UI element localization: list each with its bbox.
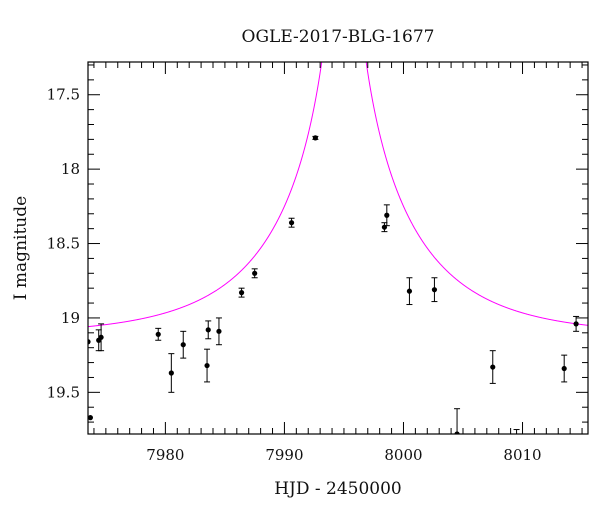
point-marker [573, 321, 579, 327]
point-marker [88, 339, 91, 345]
data-point [489, 350, 496, 384]
point-marker [180, 342, 186, 348]
point-marker [238, 290, 245, 296]
point-marker [406, 288, 413, 294]
plot-frame [87, 61, 589, 435]
data-point [383, 204, 390, 227]
data-point [238, 287, 245, 298]
point-marker [204, 362, 210, 369]
data-point [88, 339, 91, 345]
y-axis-label: I magnitude [11, 196, 31, 300]
model-curve [88, 62, 588, 328]
point-marker [514, 434, 519, 439]
data-point [513, 429, 520, 439]
y-tick-label: 18.5 [47, 235, 80, 253]
point-marker [252, 270, 258, 276]
y-tick-label: 17.5 [47, 86, 80, 104]
data-point [88, 415, 93, 421]
data-point [454, 408, 461, 434]
point-marker [98, 334, 104, 340]
x-axis-label: HJD - 2450000 [274, 479, 402, 499]
y-tick-label: 19.5 [47, 383, 80, 401]
y-tick-label: 19 [61, 309, 80, 327]
point-marker [561, 365, 567, 372]
data-point [406, 277, 413, 306]
data-points-layer [88, 135, 580, 439]
x-tick-label: 8000 [384, 446, 422, 464]
x-tick-label: 8010 [503, 446, 541, 464]
x-tick-label: 7980 [146, 446, 184, 464]
data-point [251, 268, 258, 279]
y-tick-label: 18 [61, 160, 80, 178]
data-point [204, 348, 211, 383]
data-point [561, 354, 568, 383]
point-marker [216, 328, 222, 334]
point-marker [312, 135, 318, 141]
data-point [312, 135, 319, 141]
data-point [431, 277, 438, 303]
point-marker [490, 364, 496, 370]
point-marker [454, 431, 460, 434]
data-point [205, 320, 212, 340]
point-marker [384, 212, 390, 218]
point-marker [88, 415, 93, 421]
data-point [168, 353, 175, 393]
point-marker [205, 327, 211, 333]
axis-ticks-layer: 7980 7990 8000 8010 17.5 18 18.5 19 19.5 [47, 62, 588, 464]
point-marker [155, 331, 161, 337]
data-point [180, 330, 187, 359]
model-curve-layer [88, 62, 588, 328]
data-point [155, 327, 162, 341]
data-point [288, 217, 295, 228]
data-point [573, 315, 580, 332]
x-tick-label: 7990 [265, 446, 303, 464]
point-marker [288, 220, 295, 226]
point-marker [168, 370, 174, 376]
point-marker [431, 287, 438, 293]
data-point [98, 323, 105, 352]
data-point [215, 317, 222, 346]
chart-title: OGLE-2017-BLG-1677 [242, 27, 435, 47]
